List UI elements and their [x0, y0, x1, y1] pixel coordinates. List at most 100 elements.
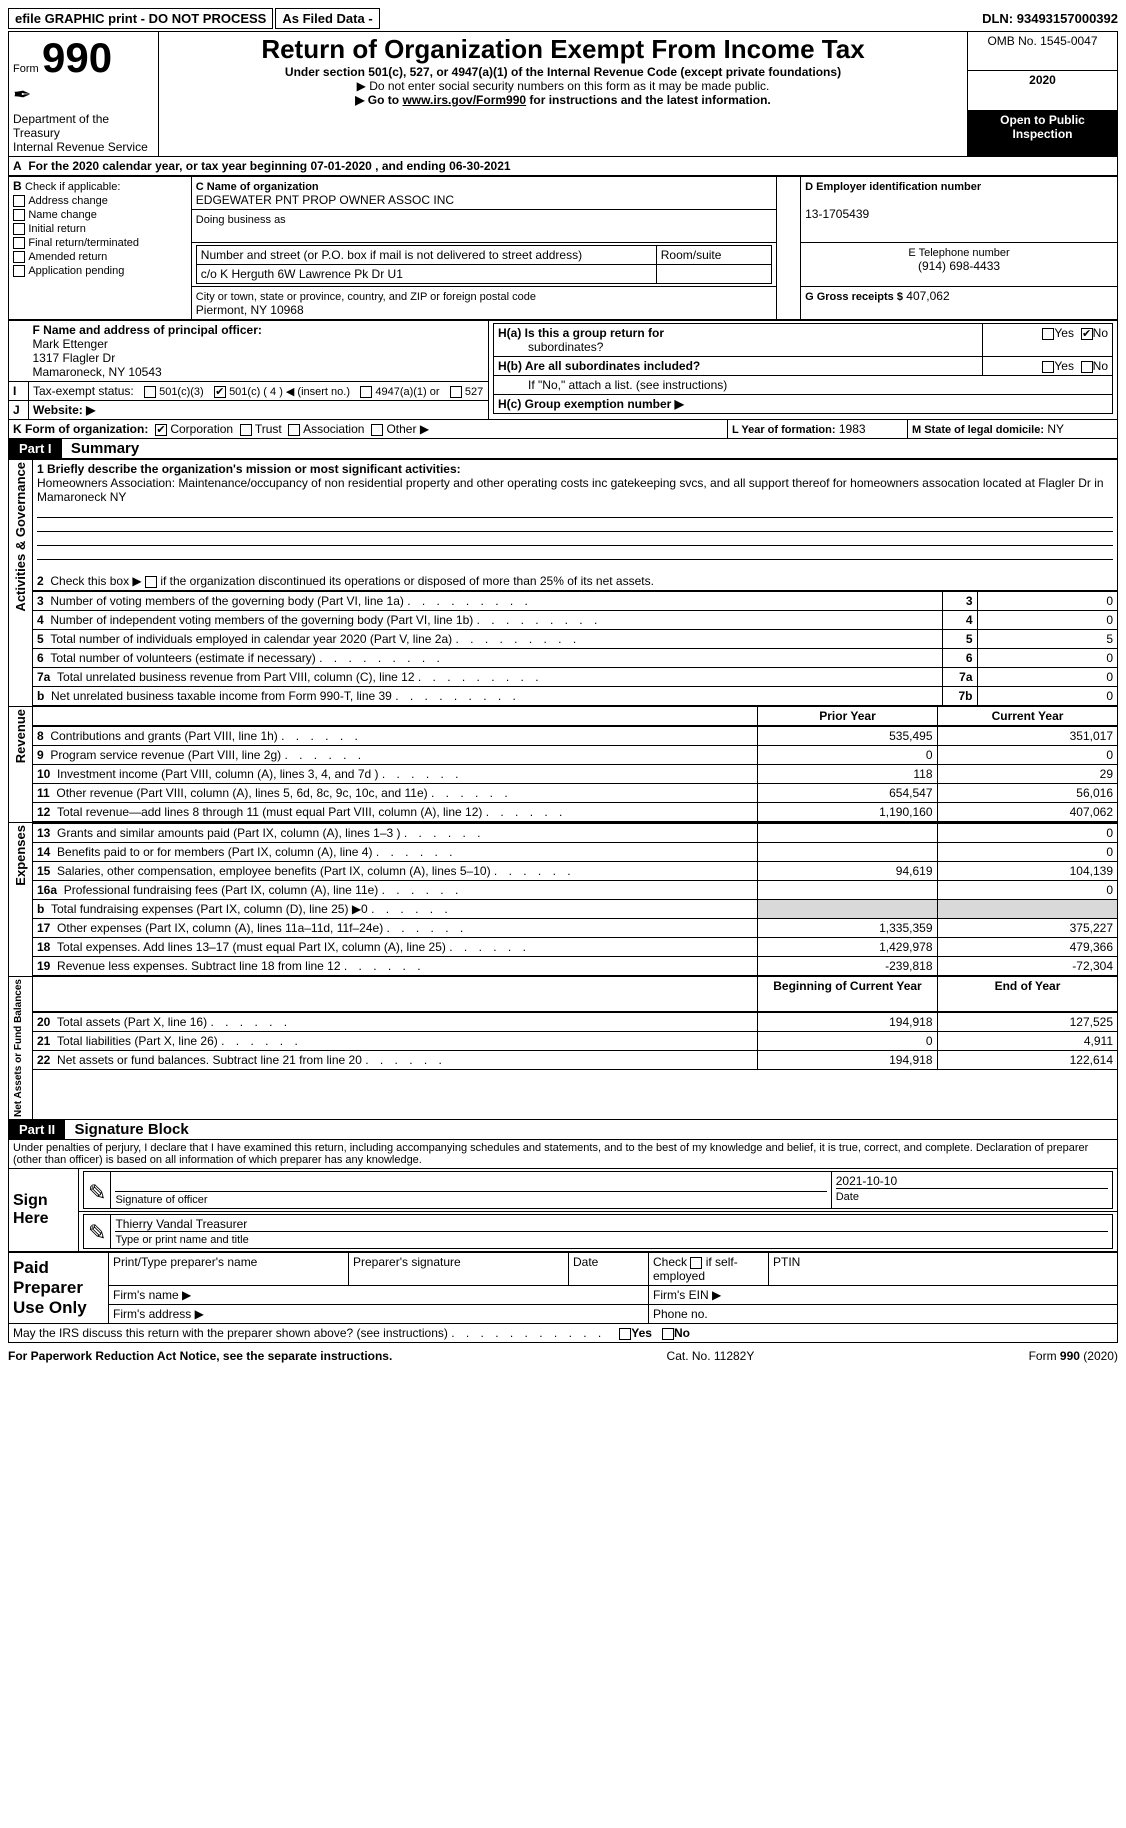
paid-preparer-block: Paid Preparer Use Only Print/Type prepar…	[8, 1252, 1118, 1324]
table-row: b Total fundraising expenses (Part IX, c…	[33, 900, 1117, 919]
chk-hb-no[interactable]	[1081, 361, 1093, 373]
firm-phone-label: Phone no.	[649, 1305, 1118, 1324]
table-row: 8 Contributions and grants (Part VIII, l…	[33, 727, 1117, 746]
table-row: 20 Total assets (Part X, line 16) . . . …	[33, 1012, 1117, 1031]
chk-corp[interactable]	[155, 424, 167, 436]
b-label: Check if applicable:	[25, 181, 120, 193]
officer-addr1: 1317 Flagler Dr	[33, 351, 116, 365]
table-row: 12 Total revenue—add lines 8 through 11 …	[33, 803, 1117, 822]
form-prefix: Form	[13, 63, 39, 75]
e-label: E Telephone number	[908, 247, 1009, 259]
section-net: Net Assets or Fund Balances	[13, 979, 24, 1117]
as-filed-button[interactable]: As Filed Data -	[275, 8, 379, 29]
hdr-eoy: End of Year	[938, 977, 1118, 1012]
chk-address-change[interactable]	[13, 195, 25, 207]
subtitle-2: ▶ Do not enter social security numbers o…	[163, 79, 963, 93]
firm-ein-label: Firm's EIN ▶	[649, 1286, 1118, 1305]
city-value: Piermont, NY 10968	[196, 303, 304, 317]
chk-ha-yes[interactable]	[1042, 328, 1054, 340]
g-label: G Gross receipts $	[805, 291, 903, 303]
chk-name-change[interactable]	[13, 209, 25, 221]
ptin-label: PTIN	[769, 1253, 1118, 1286]
tax-year: 2020	[968, 71, 1118, 110]
chk-app-pending[interactable]	[13, 265, 25, 277]
table-row: 9 Program service revenue (Part VIII, li…	[33, 746, 1117, 765]
section-expenses: Expenses	[13, 825, 28, 886]
chk-self-employed[interactable]	[690, 1257, 702, 1269]
irs-eagle-icon: ✒	[13, 82, 31, 107]
prep-date-label: Date	[569, 1253, 649, 1286]
part-ii-tag: Part II	[9, 1120, 65, 1139]
paid-preparer-label: Paid Preparer Use Only	[9, 1253, 109, 1324]
hdr-prior-year: Prior Year	[758, 707, 938, 726]
d-label: D Employer identification number	[805, 181, 981, 193]
chk-amended[interactable]	[13, 251, 25, 263]
dln-value: 93493157000392	[1017, 11, 1118, 26]
irs-link[interactable]: www.irs.gov/Form990	[402, 93, 526, 107]
chk-discuss-no[interactable]	[662, 1328, 674, 1340]
chk-discuss-yes[interactable]	[619, 1328, 631, 1340]
discuss-row: May the IRS discuss this return with the…	[8, 1324, 1118, 1343]
chk-other-org[interactable]	[371, 424, 383, 436]
footer-mid: Cat. No. 11282Y	[667, 1349, 755, 1363]
expense-rows: 13 Grants and similar amounts paid (Part…	[33, 823, 1117, 976]
table-row: 4 Number of independent voting members o…	[33, 611, 1117, 630]
pen-icon-2: ✎	[88, 1220, 106, 1245]
dln: DLN: 93493157000392	[982, 11, 1118, 26]
hdr-boy: Beginning of Current Year	[758, 977, 938, 1012]
efile-button[interactable]: efile GRAPHIC print - DO NOT PROCESS	[8, 8, 273, 29]
chk-final-return[interactable]	[13, 237, 25, 249]
q1: 1 Briefly describe the organization's mi…	[37, 462, 461, 476]
phone: (914) 698-4433	[918, 259, 1000, 273]
org-name: EDGEWATER PNT PROP OWNER ASSOC INC	[196, 193, 454, 207]
k-label: K Form of organization:	[13, 422, 148, 436]
dln-label: DLN:	[982, 11, 1013, 26]
chk-4947[interactable]	[360, 386, 372, 398]
f-h-block: F Name and address of principal officer:…	[8, 320, 1118, 420]
city-label: City or town, state or province, country…	[196, 291, 536, 303]
chk-trust[interactable]	[240, 424, 252, 436]
chk-discontinued[interactable]	[145, 576, 157, 588]
table-row: 17 Other expenses (Part IX, column (A), …	[33, 919, 1117, 938]
table-row: 5 Total number of individuals employed i…	[33, 630, 1117, 649]
f-label: F Name and address of principal officer:	[33, 323, 262, 337]
table-row: 13 Grants and similar amounts paid (Part…	[33, 824, 1117, 843]
revenue-rows: 8 Contributions and grants (Part VIII, l…	[33, 726, 1117, 822]
chk-527[interactable]	[450, 386, 462, 398]
top-bar: efile GRAPHIC print - DO NOT PROCESS As …	[8, 8, 1118, 29]
omb: OMB No. 1545-0047	[968, 32, 1118, 71]
room-label: Room/suite	[656, 246, 771, 265]
chk-501c3[interactable]	[144, 386, 156, 398]
ein: 13-1705439	[805, 207, 869, 221]
mission: Homeowners Association: Maintenance/occu…	[37, 476, 1104, 504]
table-row: b Net unrelated business taxable income …	[33, 687, 1117, 706]
table-row: 10 Investment income (Part VIII, column …	[33, 765, 1117, 784]
chk-assoc[interactable]	[288, 424, 300, 436]
officer-addr2: Mamaroneck, NY 10543	[33, 365, 162, 379]
sign-date: 2021-10-10	[836, 1174, 897, 1188]
chk-ha-no[interactable]	[1081, 328, 1093, 340]
domicile-state: NY	[1047, 422, 1064, 436]
chk-501c[interactable]	[214, 386, 226, 398]
chk-hb-yes[interactable]	[1042, 361, 1054, 373]
part-i-tag: Part I	[9, 439, 62, 458]
footer-right: Form 990 (2020)	[1029, 1349, 1118, 1363]
street-address: c/o K Herguth 6W Lawrence Pk Dr U1	[196, 265, 656, 284]
table-row: 15 Salaries, other compensation, employe…	[33, 862, 1117, 881]
table-row: 11 Other revenue (Part VIII, column (A),…	[33, 784, 1117, 803]
table-row: 14 Benefits paid to or for members (Part…	[33, 843, 1117, 862]
table-row: 3 Number of voting members of the govern…	[33, 592, 1117, 611]
chk-initial-return[interactable]	[13, 223, 25, 235]
top-block: B Check if applicable: Address change Na…	[8, 176, 1118, 320]
hdr-current-year: Current Year	[938, 707, 1118, 726]
summary-table: Activities & Governance 1 Briefly descri…	[8, 459, 1118, 1120]
k-l-m-block: K Form of organization: Corporation Trus…	[8, 420, 1118, 439]
irs: Internal Revenue Service	[13, 140, 148, 154]
net-rows: 20 Total assets (Part X, line 16) . . . …	[33, 1012, 1117, 1070]
governance-rows: 3 Number of voting members of the govern…	[33, 591, 1117, 706]
addr-label: Number and street (or P.O. box if mail i…	[196, 246, 656, 265]
header-table: Form 990 ✒ Return of Organization Exempt…	[8, 31, 1118, 157]
pen-icon: ✎	[88, 1180, 106, 1205]
table-row: 19 Revenue less expenses. Subtract line …	[33, 957, 1117, 976]
row-a: A For the 2020 calendar year, or tax yea…	[8, 157, 1118, 176]
